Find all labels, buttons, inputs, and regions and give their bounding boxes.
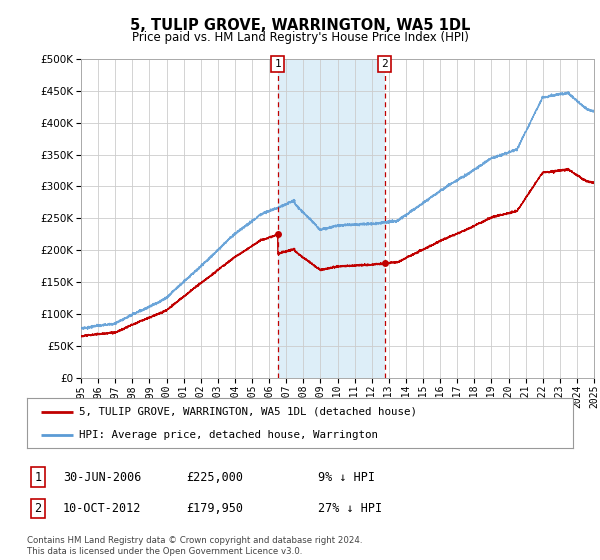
Text: 2: 2	[381, 59, 388, 69]
Text: Price paid vs. HM Land Registry's House Price Index (HPI): Price paid vs. HM Land Registry's House …	[131, 31, 469, 44]
Text: 5, TULIP GROVE, WARRINGTON, WA5 1DL: 5, TULIP GROVE, WARRINGTON, WA5 1DL	[130, 18, 470, 33]
Text: 10-OCT-2012: 10-OCT-2012	[63, 502, 142, 515]
Text: 1: 1	[34, 470, 41, 484]
Text: HPI: Average price, detached house, Warrington: HPI: Average price, detached house, Warr…	[79, 430, 378, 440]
Bar	[278, 59, 385, 378]
Text: 27% ↓ HPI: 27% ↓ HPI	[318, 502, 382, 515]
Text: 30-JUN-2006: 30-JUN-2006	[63, 470, 142, 484]
Text: Contains HM Land Registry data © Crown copyright and database right 2024.
This d: Contains HM Land Registry data © Crown c…	[27, 536, 362, 556]
Text: £179,950: £179,950	[186, 502, 243, 515]
Text: 1: 1	[274, 59, 281, 69]
Text: 9% ↓ HPI: 9% ↓ HPI	[318, 470, 375, 484]
Text: 5, TULIP GROVE, WARRINGTON, WA5 1DL (detached house): 5, TULIP GROVE, WARRINGTON, WA5 1DL (det…	[79, 407, 417, 417]
Text: £225,000: £225,000	[186, 470, 243, 484]
Text: 2: 2	[34, 502, 41, 515]
